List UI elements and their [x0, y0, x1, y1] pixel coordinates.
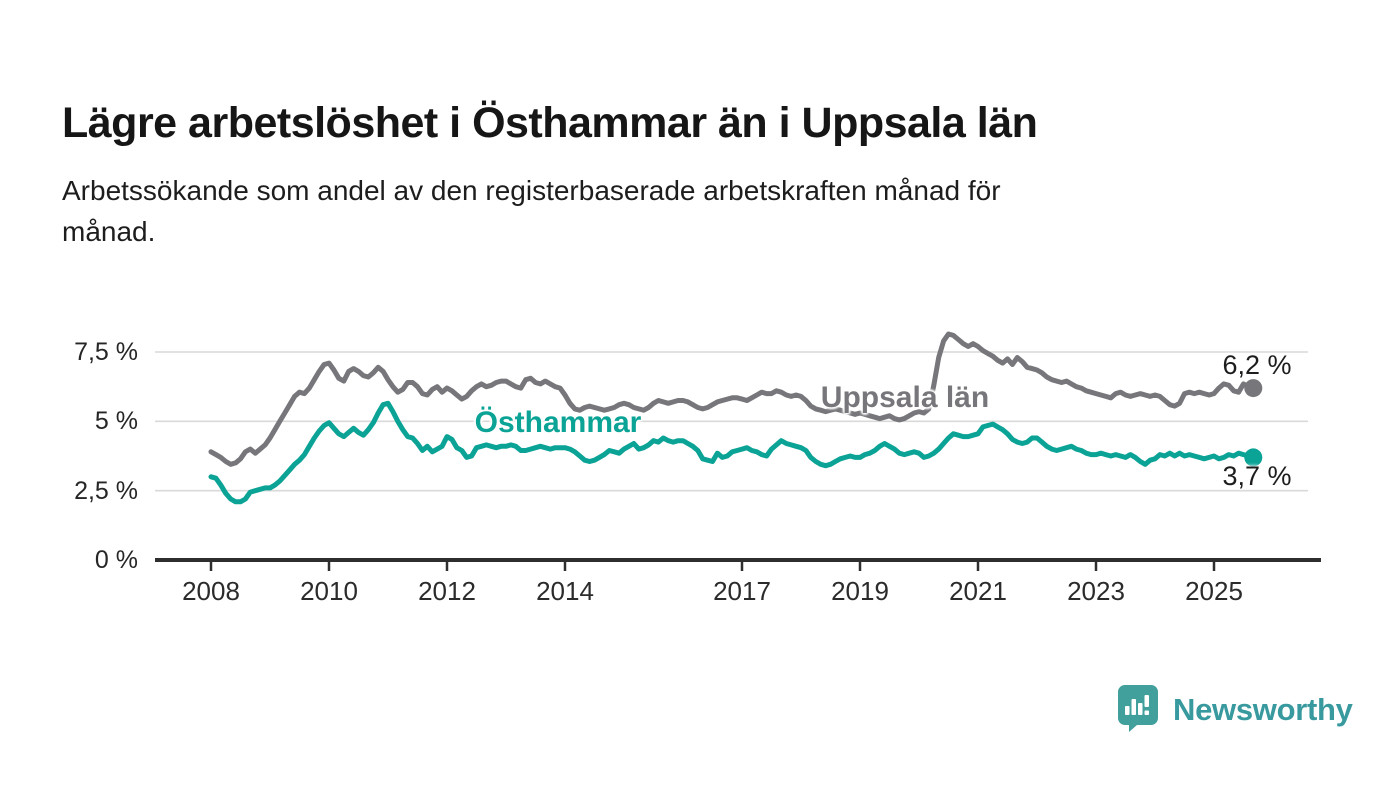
newsworthy-logo: Newsworthy — [1117, 684, 1353, 737]
x-tick-label: 2014 — [536, 576, 594, 606]
exclamation-stem — [1144, 694, 1149, 707]
series-end-dot-uppsala-lan — [1244, 379, 1263, 398]
x-tick-label: 2025 — [1185, 576, 1243, 606]
y-tick-label: 7,5 % — [74, 338, 138, 366]
bar-3 — [1138, 702, 1143, 715]
series-label-osthammar: Östhammar — [474, 406, 642, 439]
x-tick-label: 2008 — [182, 576, 240, 606]
newsworthy-logo-text: Newsworthy — [1173, 692, 1353, 727]
series-label-uppsala-lan: Uppsala län — [820, 381, 990, 414]
end-value-label-osthammar: 3,7 % — [1222, 461, 1292, 491]
series-line-osthammar — [208, 400, 1256, 505]
x-tick-label: 2021 — [949, 576, 1007, 606]
newsworthy-logo-icon — [1117, 684, 1159, 737]
x-tick-label: 2023 — [1067, 576, 1125, 606]
page-title: Lägre arbetslöshet i Östhammar än i Upps… — [62, 98, 1038, 147]
end-value-label-uppsala-lan: 6,2 % — [1222, 350, 1292, 380]
series-line-uppsala-lan — [208, 331, 1256, 467]
y-tick-label: 5 % — [94, 407, 138, 436]
bar-2 — [1131, 698, 1136, 715]
series-end-dot-osthammar — [1244, 448, 1263, 467]
bar-1 — [1125, 705, 1130, 715]
subtitle-line-2: månad. — [62, 216, 156, 248]
y-tick-label: 0 % — [94, 546, 138, 574]
chart-subtitle: Arbetssökande som andel av den registerb… — [62, 170, 1312, 252]
exclamation-dot — [1144, 710, 1149, 715]
x-tick-label: 2019 — [831, 576, 889, 606]
x-tick-label: 2017 — [713, 576, 771, 606]
y-tick-label: 2,5 % — [74, 476, 138, 505]
x-tick-label: 2010 — [300, 576, 358, 606]
subtitle-line-1: Arbetssökande som andel av den registerb… — [62, 175, 1001, 206]
x-tick-label: 2012 — [418, 576, 476, 606]
